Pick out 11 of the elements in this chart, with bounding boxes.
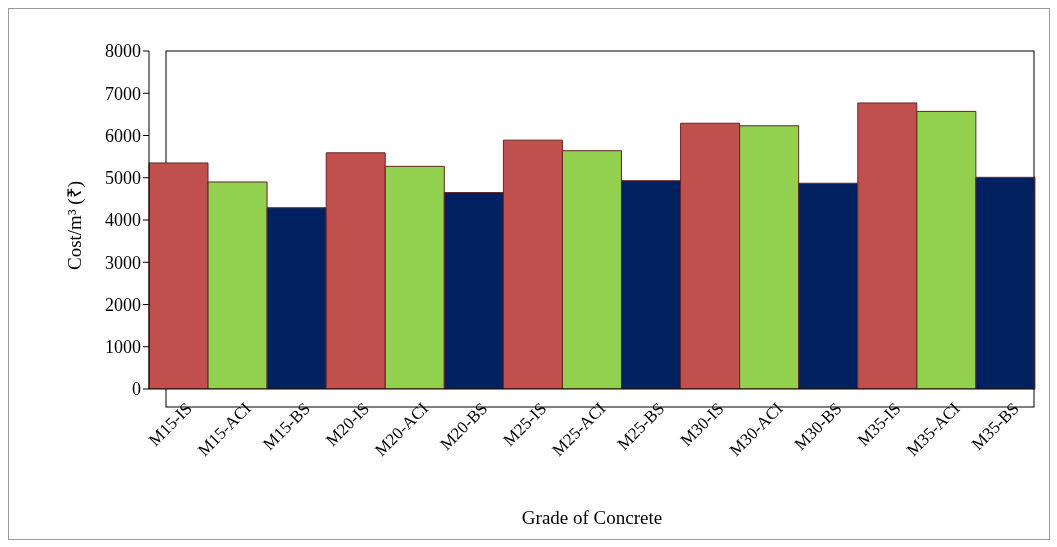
y-axis-title: Cost/m³ (₹) (63, 180, 86, 270)
x-axis-title: Grade of Concrete (521, 507, 663, 528)
y-tick-label: 5000 (105, 168, 141, 189)
y-tick-label: 4000 (105, 210, 141, 231)
y-tick-label: 8000 (105, 41, 141, 62)
y-tick-label: 0 (132, 379, 141, 400)
y-tick-label: 2000 (105, 294, 141, 315)
y-tick-label: 6000 (105, 125, 141, 146)
y-tick-label: 3000 (105, 252, 141, 273)
y-tick-label: 1000 (105, 337, 141, 358)
y-tick-label: 7000 (105, 83, 141, 104)
